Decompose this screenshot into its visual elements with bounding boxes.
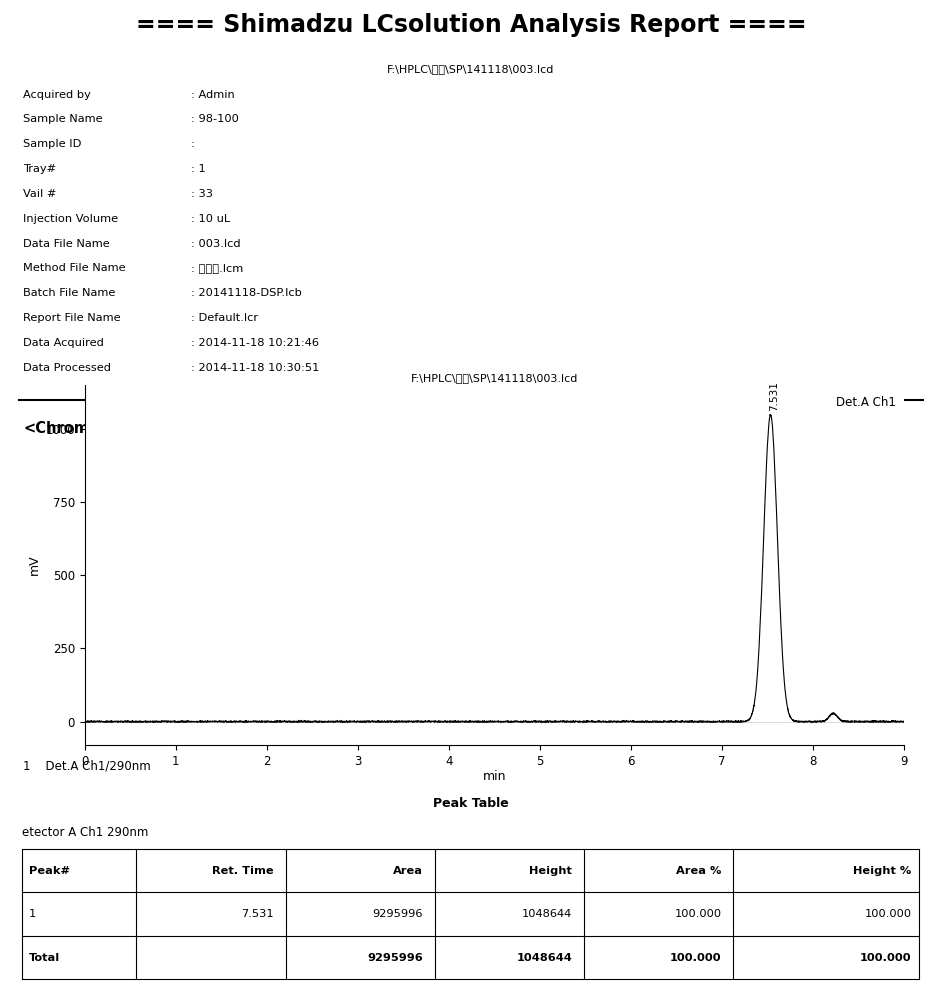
Text: : 98-100: : 98-100: [190, 114, 238, 124]
Title: F:\HPLC\数据\SP\141118\003.lcd: F:\HPLC\数据\SP\141118\003.lcd: [411, 373, 578, 383]
Text: Peak#: Peak#: [29, 866, 70, 876]
Text: <Chromatogram>: <Chromatogram>: [24, 421, 171, 436]
Y-axis label: mV: mV: [28, 555, 41, 575]
Text: Tray#: Tray#: [24, 164, 57, 174]
Text: Injection Volume: Injection Volume: [24, 214, 119, 224]
Text: : 20141118-DSP.lcb: : 20141118-DSP.lcb: [190, 288, 301, 298]
Text: Report File Name: Report File Name: [24, 313, 121, 323]
Text: 9295996: 9295996: [367, 953, 423, 963]
Text: 7.531: 7.531: [241, 909, 274, 919]
Text: Data File Name: Data File Name: [24, 239, 110, 249]
Text: Ret. Time: Ret. Time: [212, 866, 274, 876]
Text: 100.000: 100.000: [864, 909, 912, 919]
Text: Sample ID: Sample ID: [24, 139, 82, 149]
Text: Det.A Ch1: Det.A Ch1: [836, 396, 896, 409]
Text: : 10 uL: : 10 uL: [190, 214, 230, 224]
Text: Acquired by: Acquired by: [24, 90, 91, 100]
Text: Data Processed: Data Processed: [24, 363, 111, 373]
Text: : 003.lcd: : 003.lcd: [190, 239, 240, 249]
Text: Area %: Area %: [676, 866, 722, 876]
Text: : 33: : 33: [190, 189, 213, 199]
Text: Sample Name: Sample Name: [24, 114, 103, 124]
Text: Method File Name: Method File Name: [24, 263, 126, 273]
Text: 7.531: 7.531: [769, 381, 779, 411]
Text: 100.000: 100.000: [860, 953, 912, 963]
Text: : 2014-11-18 10:21:46: : 2014-11-18 10:21:46: [190, 338, 318, 348]
Text: : Admin: : Admin: [190, 90, 235, 100]
Text: Total: Total: [29, 953, 60, 963]
Text: : 母液棵.lcm: : 母液棵.lcm: [190, 263, 243, 273]
X-axis label: min: min: [483, 770, 506, 784]
Text: Batch File Name: Batch File Name: [24, 288, 116, 298]
Text: Height: Height: [529, 866, 573, 876]
Text: ==== Shimadzu LCsolution Analysis Report ====: ==== Shimadzu LCsolution Analysis Report…: [136, 13, 806, 37]
Text: Data Acquired: Data Acquired: [24, 338, 105, 348]
Text: :: :: [190, 139, 195, 149]
Text: etector A Ch1 290nm: etector A Ch1 290nm: [22, 826, 148, 838]
Text: Vail #: Vail #: [24, 189, 57, 199]
Text: 1048644: 1048644: [516, 953, 573, 963]
Text: : 1: : 1: [190, 164, 205, 174]
Text: : Default.lcr: : Default.lcr: [190, 313, 258, 323]
Text: 100.000: 100.000: [674, 909, 722, 919]
Text: Height %: Height %: [853, 866, 912, 876]
Text: 1    Det.A Ch1/290nm: 1 Det.A Ch1/290nm: [24, 760, 151, 773]
Text: 1048644: 1048644: [522, 909, 573, 919]
Text: F:\HPLC\数据\SP\141118\003.lcd: F:\HPLC\数据\SP\141118\003.lcd: [387, 64, 555, 74]
Text: 1: 1: [29, 909, 36, 919]
Text: 100.000: 100.000: [670, 953, 722, 963]
Text: : 2014-11-18 10:30:51: : 2014-11-18 10:30:51: [190, 363, 319, 373]
Text: Area: Area: [393, 866, 423, 876]
Text: Peak Table: Peak Table: [433, 797, 509, 810]
Text: 9295996: 9295996: [373, 909, 423, 919]
